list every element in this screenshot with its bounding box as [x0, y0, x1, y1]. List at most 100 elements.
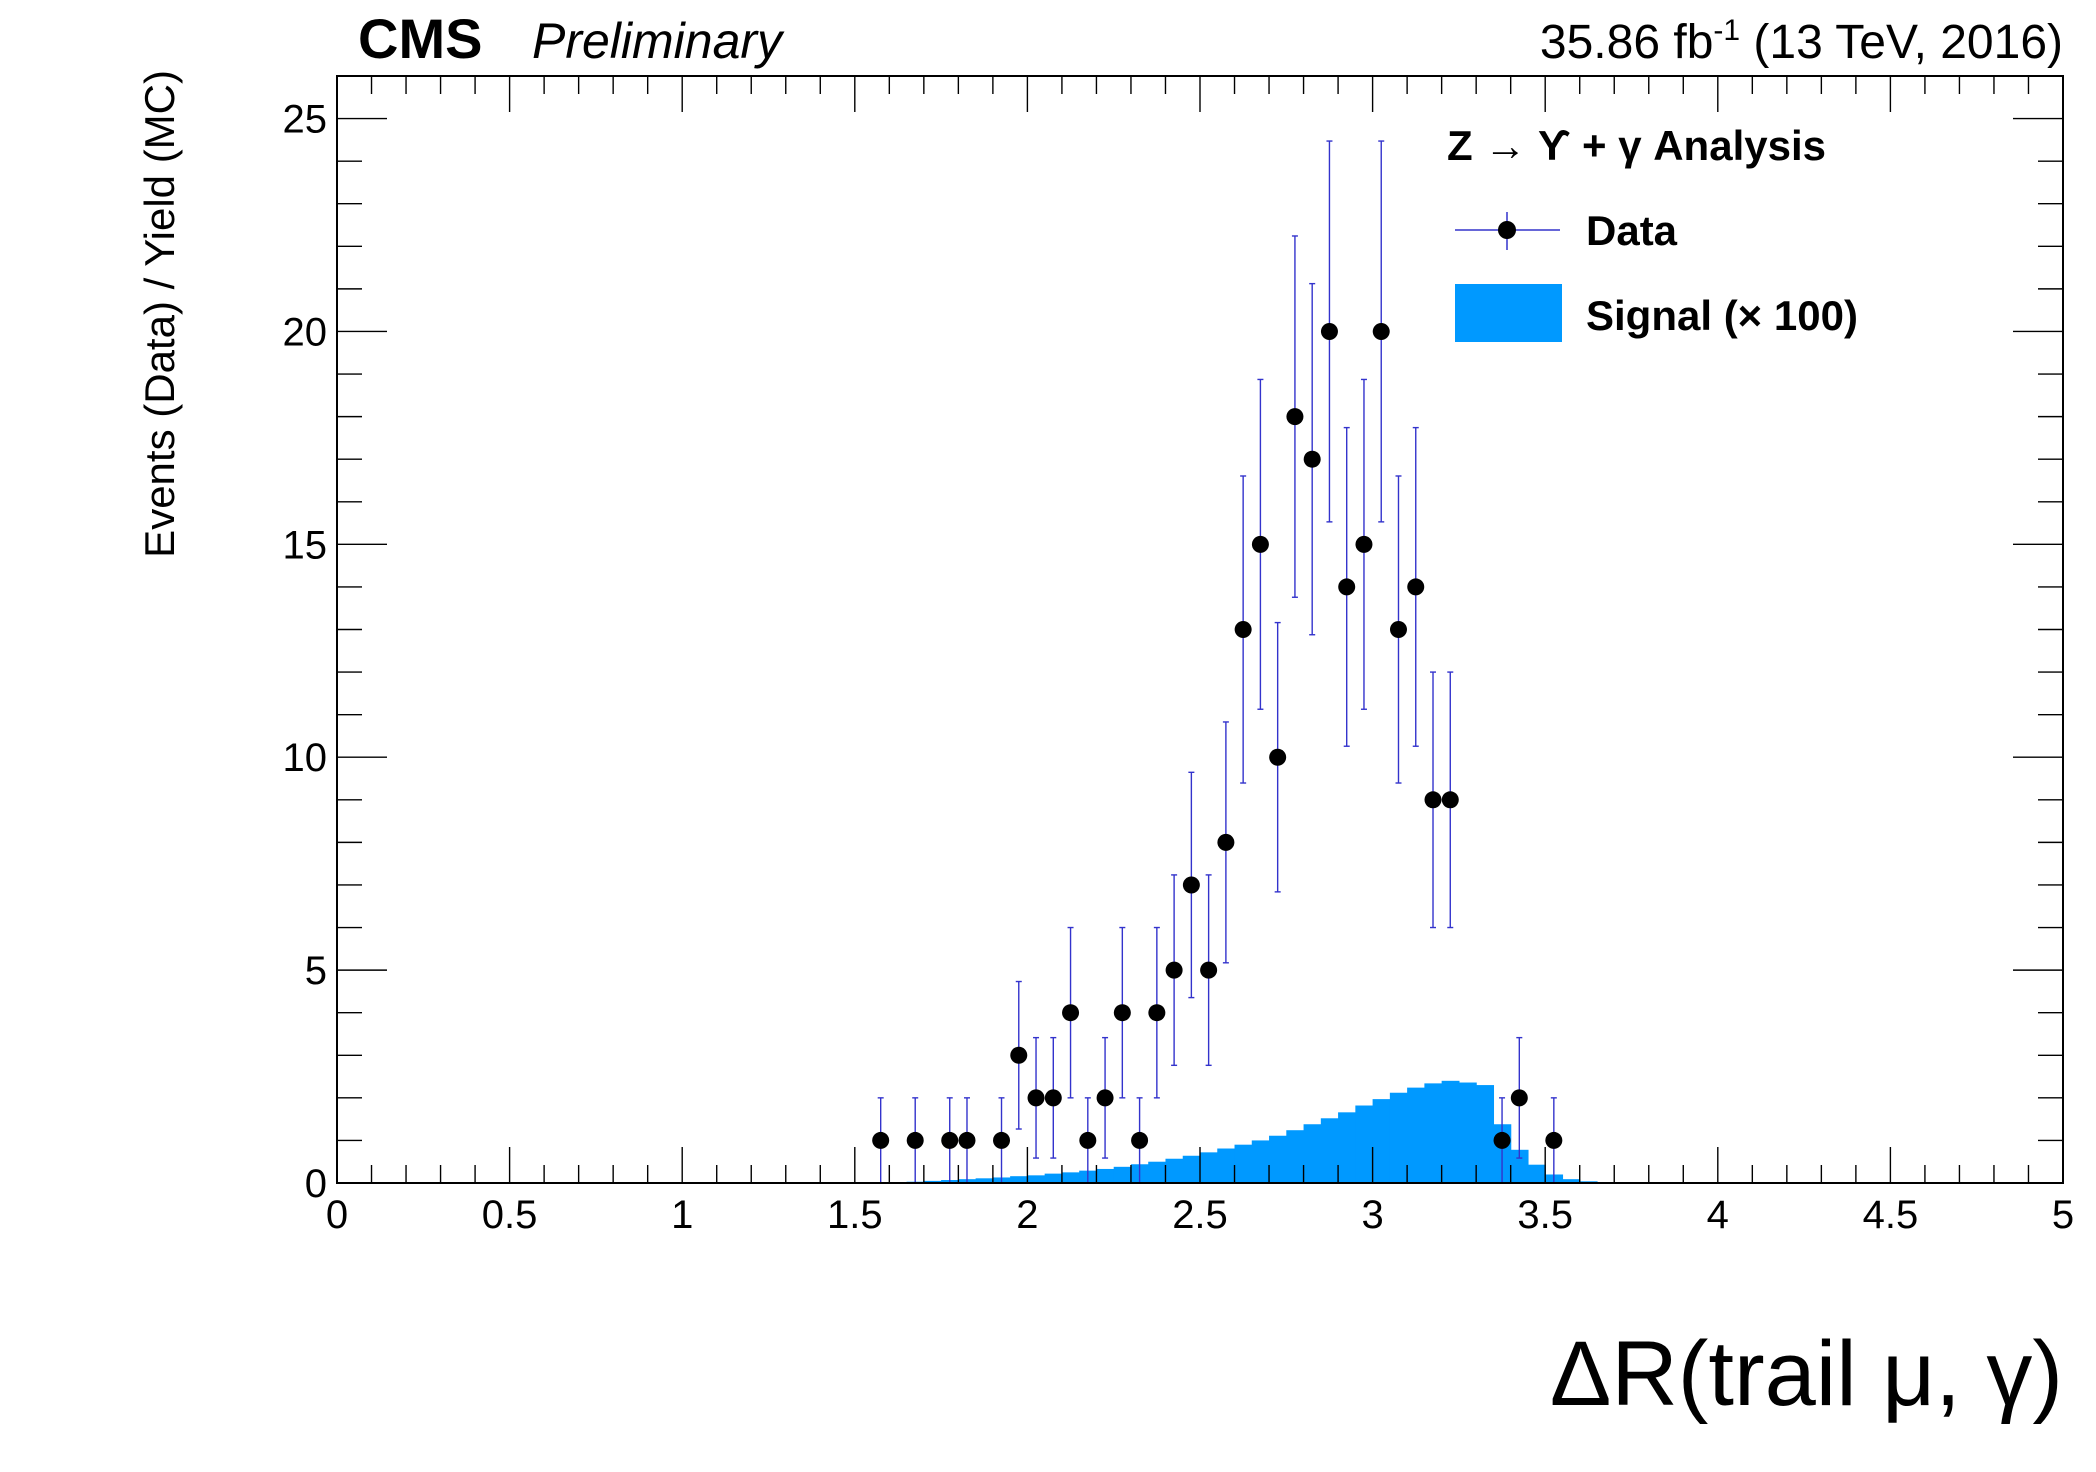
- data-point: [1303, 450, 1321, 468]
- data-point: [1131, 1131, 1149, 1149]
- signal-bin: [975, 1178, 994, 1183]
- data-error-bars: [877, 140, 1557, 1184]
- x-tick-label: 2.5: [1172, 1193, 1228, 1237]
- signal-bin: [1303, 1124, 1322, 1183]
- x-tick-label: 1: [671, 1193, 693, 1237]
- x-tick-label: 5: [2052, 1193, 2074, 1237]
- signal-bin: [1441, 1080, 1460, 1183]
- data-point: [958, 1131, 976, 1149]
- signal-bin: [1458, 1082, 1477, 1183]
- signal-bin: [1010, 1176, 1028, 1183]
- legend-data-label: Data: [1586, 207, 1678, 254]
- signal-bin: [1217, 1148, 1236, 1183]
- signal-bin: [1338, 1112, 1356, 1183]
- legend-title: Z → ϒ + γ Analysis: [1447, 122, 1826, 169]
- data-point: [1027, 1089, 1045, 1107]
- y-tick-label: 25: [283, 98, 328, 142]
- x-tick-label: 4: [1707, 1193, 1729, 1237]
- data-point: [1493, 1131, 1511, 1149]
- x-tick-label: 3: [1361, 1193, 1383, 1237]
- x-axis-label: ΔR(trail μ, γ): [1550, 1323, 2063, 1425]
- data-point: [1062, 1004, 1080, 1022]
- data-point: [1010, 1046, 1028, 1064]
- signal-bin: [1269, 1135, 1287, 1183]
- signal-bin: [1389, 1092, 1408, 1183]
- data-point: [1389, 621, 1407, 638]
- data-point: [1510, 1089, 1528, 1107]
- x-tick-label: 0.5: [482, 1193, 538, 1237]
- signal-bin: [1113, 1166, 1132, 1183]
- x-tick-label: 3.5: [1517, 1193, 1573, 1237]
- y-tick-label: 5: [305, 949, 327, 993]
- signal-bin: [1200, 1152, 1218, 1183]
- data-point: [1182, 876, 1200, 894]
- signal-bin: [1286, 1130, 1305, 1183]
- signal-bin: [1234, 1144, 1253, 1183]
- data-point: [1286, 408, 1304, 426]
- data-points: [872, 322, 1563, 1149]
- data-point: [993, 1131, 1011, 1149]
- x-tick-labels: 0 0.5 1 1.5 2 2.5 3 3.5 4 4.5 5: [326, 1193, 2074, 1237]
- signal-bin: [1165, 1158, 1184, 1183]
- data-point: [1234, 621, 1252, 638]
- y-tick-labels: 0 5 10 15 20 25: [283, 98, 328, 1206]
- signal-bin: [923, 1180, 942, 1183]
- signal-bin: [1182, 1155, 1201, 1183]
- data-point: [1269, 748, 1287, 766]
- data-point: [941, 1131, 959, 1149]
- x-tick-label: 2: [1016, 1193, 1038, 1237]
- signal-bin: [1510, 1149, 1529, 1183]
- data-point: [1545, 1131, 1563, 1149]
- data-point: [1424, 791, 1442, 809]
- legend-signal-label: Signal (× 100): [1586, 292, 1858, 339]
- data-point: [906, 1131, 924, 1149]
- y-tick-label: 20: [283, 310, 328, 354]
- data-point: [1441, 791, 1459, 809]
- data-point: [1079, 1131, 1097, 1149]
- data-point: [1113, 1004, 1131, 1022]
- signal-bin: [1027, 1175, 1046, 1183]
- y-tick-label: 15: [283, 523, 328, 567]
- data-point: [1217, 833, 1235, 851]
- cms-label: CMS: [358, 7, 482, 70]
- data-point: [1148, 1004, 1166, 1022]
- signal-bin: [1355, 1105, 1374, 1183]
- data-point: [1200, 961, 1218, 979]
- y-tick-label: 10: [283, 736, 328, 780]
- signal-bin: [1424, 1083, 1443, 1183]
- signal-bin: [1320, 1118, 1339, 1183]
- signal-bin: [1044, 1173, 1063, 1183]
- legend: Z → ϒ + γ Analysis Data Signal (× 100): [1447, 122, 1858, 342]
- data-point: [1251, 535, 1269, 553]
- signal-bin: [1061, 1172, 1080, 1183]
- signal-bin: [1372, 1099, 1391, 1183]
- signal-bin: [1407, 1087, 1425, 1183]
- data-point: [1096, 1089, 1114, 1107]
- plot-frame: [336, 75, 2064, 1184]
- x-tick-label: 0: [326, 1193, 348, 1237]
- data-point: [1338, 578, 1356, 596]
- data-point: [1407, 578, 1425, 596]
- axis-ticks: [336, 75, 2064, 1184]
- data-point: [1320, 322, 1338, 340]
- data-point: [1372, 322, 1390, 340]
- signal-bin: [1251, 1140, 1270, 1183]
- preliminary-label: Preliminary: [532, 13, 785, 69]
- signal-bin: [1562, 1179, 1581, 1183]
- data-point: [872, 1131, 890, 1149]
- y-axis-label: Events (Data) / Yield (MC): [136, 70, 183, 558]
- data-point: [1165, 961, 1183, 979]
- signal-bin: [1527, 1164, 1546, 1183]
- signal-bin: [1476, 1085, 1495, 1183]
- data-point: [1355, 535, 1373, 553]
- luminosity-label: 35.86 fb-1 (13 TeV, 2016): [1540, 14, 2063, 69]
- data-point: [1044, 1089, 1062, 1107]
- legend-signal-swatch: [1455, 284, 1562, 342]
- y-tick-label: 0: [305, 1162, 327, 1206]
- signal-histogram: [889, 1080, 1615, 1183]
- x-tick-label: 4.5: [1863, 1193, 1919, 1237]
- x-tick-label: 1.5: [827, 1193, 883, 1237]
- signal-bin: [1096, 1168, 1115, 1183]
- legend-data-marker: [1498, 221, 1516, 239]
